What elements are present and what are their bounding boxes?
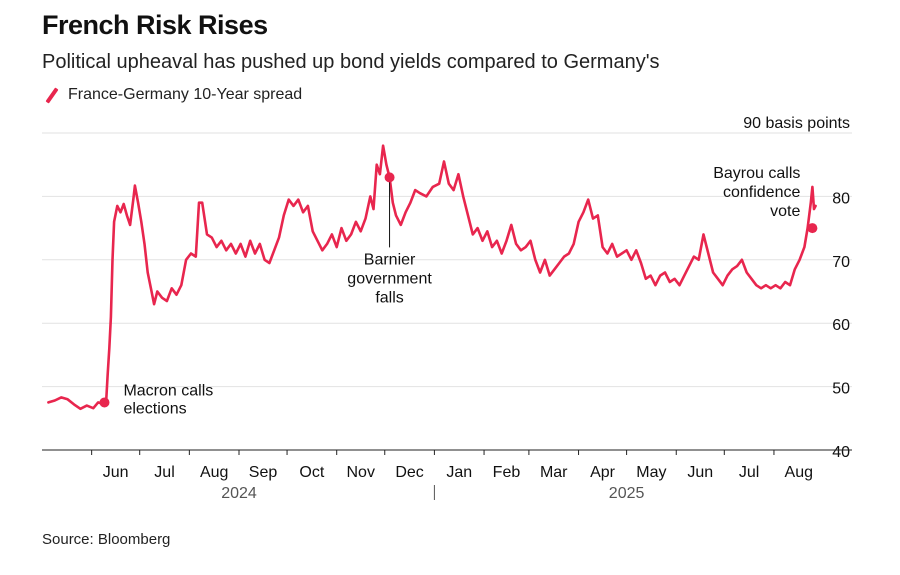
year-label: 2024 [221,485,257,502]
x-tick-label: Aug [200,464,228,481]
source-note: Source: Bloomberg [42,531,171,548]
y-tick-label: 60 [832,317,850,334]
x-tick-label: Jul [739,464,759,481]
series-line-path [47,144,817,411]
x-tick-label: Jan [446,464,472,481]
x-tick-label: May [636,464,666,481]
x-tick-label: Jul [154,464,174,481]
annotation-text: Barnier [364,251,416,268]
annotation-marker [807,223,818,234]
y-tick-label: 70 [832,254,850,271]
x-tick-label: Oct [299,464,324,481]
x-tick-label: Feb [493,464,521,481]
year-label: 2025 [609,485,645,502]
x-tick-label: Aug [785,464,813,481]
annotation-text: Bayrou calls [713,165,800,182]
annotation-text: confidence [723,184,800,201]
annotation-text: government [347,270,432,287]
annotation-text: Macron calls [123,382,213,399]
x-tick-label: Mar [540,464,568,481]
x-tick-label: Sep [249,464,278,481]
gridlines [42,132,852,388]
annotation-marker [99,397,110,408]
y-unit-label: 90 basis points [743,115,850,132]
y-tick-label: 80 [832,190,850,207]
y-axis-ticks: 40 50 60 70 80 90 basis points [743,115,850,461]
chart-subtitle: Political upheaval has pushed up bond yi… [42,51,660,73]
x-axis: Jun Jul Aug Sep Oct Nov Dec Jan Feb Mar Apr May Jun J… [42,449,852,502]
annotation-marker [384,172,395,183]
annotation-text: falls [375,289,403,306]
y-tick-label: 50 [832,381,850,398]
x-tick-label: Jun [103,464,129,481]
y-tick-label: 40 [832,444,850,461]
x-tick-label: Nov [347,464,375,481]
annotation-text: elections [123,400,186,417]
x-tick-label: Jun [687,464,713,481]
series-line [47,144,817,411]
legend: France-Germany 10-Year spread [42,86,302,104]
x-tick-label: Dec [395,464,423,481]
legend-label: France-Germany 10-Year spread [68,86,303,103]
x-tick-label: Apr [590,464,616,481]
chart-title: French Risk Rises [42,10,268,40]
annotation-text: vote [770,203,800,220]
